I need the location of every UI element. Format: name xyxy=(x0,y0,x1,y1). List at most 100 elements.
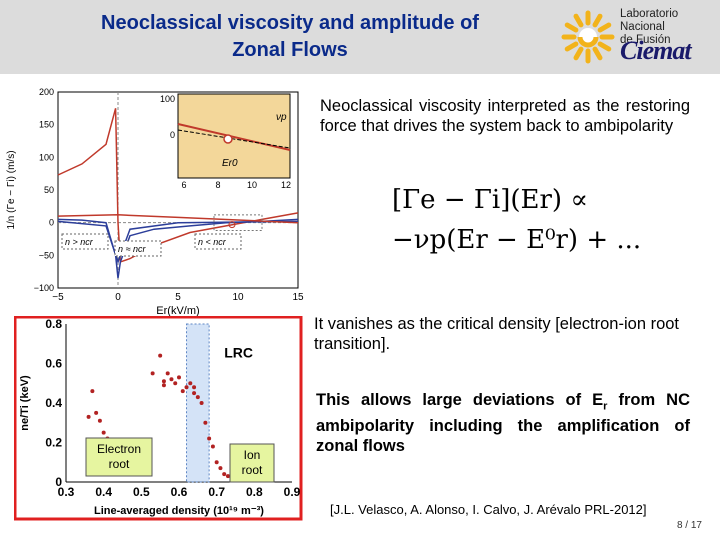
x-tick-label: 5 xyxy=(175,292,181,303)
slide-header: Neoclassical viscosity and amplitude of … xyxy=(0,0,720,74)
data-point xyxy=(177,375,181,380)
series-line xyxy=(57,214,299,224)
slide-title: Neoclassical viscosity and amplitude of … xyxy=(40,10,540,64)
data-point xyxy=(169,377,174,382)
inset-slope-line xyxy=(177,129,291,149)
inset-er0-label: Er0 xyxy=(222,158,238,169)
x-tick-label: 0 xyxy=(115,292,121,303)
data-point xyxy=(97,418,102,423)
sun-ray xyxy=(597,41,612,52)
data-point xyxy=(203,420,208,425)
inset-nu-label: νp xyxy=(276,112,287,123)
x-tick-label: 0.4 xyxy=(95,485,112,499)
x-tick-label: 0.7 xyxy=(208,485,225,499)
electron-root-label: root xyxy=(109,457,130,471)
data-point xyxy=(218,466,223,471)
y-tick-label: 50 xyxy=(44,185,54,195)
sun-ray xyxy=(564,22,579,33)
inset-x-tick: 8 xyxy=(215,180,220,190)
sun-ray xyxy=(564,41,579,52)
sun-ray xyxy=(573,13,584,28)
data-point xyxy=(165,371,170,376)
y-tick-label: 200 xyxy=(39,87,54,97)
y-axis-label: 1/n (Γe − Γi) (m/s) xyxy=(6,150,17,229)
inset-y-tick: 100 xyxy=(160,94,175,104)
y-tick-label: −50 xyxy=(39,250,54,260)
data-point xyxy=(86,414,91,419)
reference-citation: [J.L. Velasco, A. Alonso, I. Calvo, J. A… xyxy=(330,502,647,517)
inset-x-tick: 10 xyxy=(247,180,257,190)
inset-red-line xyxy=(177,123,291,151)
equation-line-1: [Γe − Γi](Er) ∝ xyxy=(392,185,588,215)
data-point xyxy=(225,474,230,479)
data-point xyxy=(210,444,215,449)
data-point xyxy=(195,395,200,400)
data-point xyxy=(158,353,163,358)
ion-root-label: Ion xyxy=(244,448,261,462)
data-point xyxy=(192,391,197,396)
inset-x-tick: 12 xyxy=(281,180,291,190)
ciemat-logo: Laboratorio Nacional de Fusión Ciemat xyxy=(558,6,718,68)
critical-density-text: It vanishes as the critical density [ele… xyxy=(314,315,680,353)
annotation-label: n < ncr xyxy=(198,237,227,247)
page-number: 8 / 17 xyxy=(676,520,702,531)
y-tick-label: 0.4 xyxy=(45,396,62,410)
y-tick-label: 0 xyxy=(55,475,62,489)
logo-brand: Ciemat xyxy=(620,36,692,65)
data-point xyxy=(192,385,197,390)
logo-line-2: de Fusión xyxy=(620,34,671,46)
large-deviation-sub: r xyxy=(603,400,608,413)
y-tick-label: 150 xyxy=(39,120,54,130)
electron-root-label-box xyxy=(85,437,153,477)
y-tick-label: 0.6 xyxy=(45,357,62,371)
highlight-frame xyxy=(14,316,303,521)
annotation-label: n ≈ ncr xyxy=(118,244,146,254)
data-point xyxy=(188,381,193,386)
series-line xyxy=(57,108,299,263)
title-line-1: Neoclassical viscosity and amplitude of xyxy=(101,12,479,34)
x-tick-label: 0.8 xyxy=(246,485,263,499)
data-point xyxy=(173,381,178,386)
x-tick-label: −5 xyxy=(52,292,64,303)
y-tick-label: 0 xyxy=(49,218,54,228)
data-point xyxy=(161,379,166,384)
transition-band xyxy=(186,323,210,483)
data-point xyxy=(94,410,99,415)
annotation-label: n > ncr xyxy=(65,237,94,247)
data-point xyxy=(214,460,219,465)
sun-ray xyxy=(573,46,584,61)
sun-ray xyxy=(597,22,612,33)
data-point xyxy=(161,383,166,388)
electron-root-label: Electron xyxy=(97,442,141,456)
data-point xyxy=(150,371,155,376)
x-tick-label: 0.3 xyxy=(58,485,75,499)
data-point xyxy=(184,385,189,390)
title-line-2: Zonal Flows xyxy=(232,39,348,61)
large-deviation-text: This allows large deviations of Er from … xyxy=(316,390,690,456)
main-root-marker xyxy=(228,221,236,229)
data-point xyxy=(180,389,185,394)
x-axis-label: Line-averaged density (10¹⁹ m⁻³) xyxy=(94,505,264,517)
x-tick-label: 0.9 xyxy=(284,485,301,499)
density-scatter-chart: 0.3 0.4 0.5 0.6 0.7 0.8 0.9 0.8 0.6 0.4 0.2 0 Line-a… xyxy=(14,316,303,521)
annotation-box xyxy=(114,240,162,257)
annotation-box xyxy=(194,233,242,250)
large-deviation-pre: This allows large deviations of E xyxy=(316,391,604,409)
inset-root-marker xyxy=(223,134,233,144)
annotation-box xyxy=(61,233,109,250)
data-point xyxy=(222,472,227,477)
data-point xyxy=(207,436,212,441)
x-axis-label: Er(kV/m) xyxy=(156,305,199,317)
y-tick-label: 100 xyxy=(39,152,54,162)
logo-subtitle: Laboratorio Nacional de Fusión xyxy=(620,8,718,47)
x-tick-label: 0.5 xyxy=(133,485,150,499)
ion-root-label-box xyxy=(229,443,275,483)
sun-ray xyxy=(592,46,603,61)
equation-line-2: −νp(Er − E⁰r) + ... xyxy=(392,225,642,255)
inset-y-tick: 0 xyxy=(170,130,175,140)
lrc-label: LRC xyxy=(224,345,253,361)
inset-x-tick: 6 xyxy=(181,180,186,190)
sun-ray xyxy=(592,13,603,28)
large-deviation-post: from NC ambipolarity including the ampli… xyxy=(316,391,690,456)
